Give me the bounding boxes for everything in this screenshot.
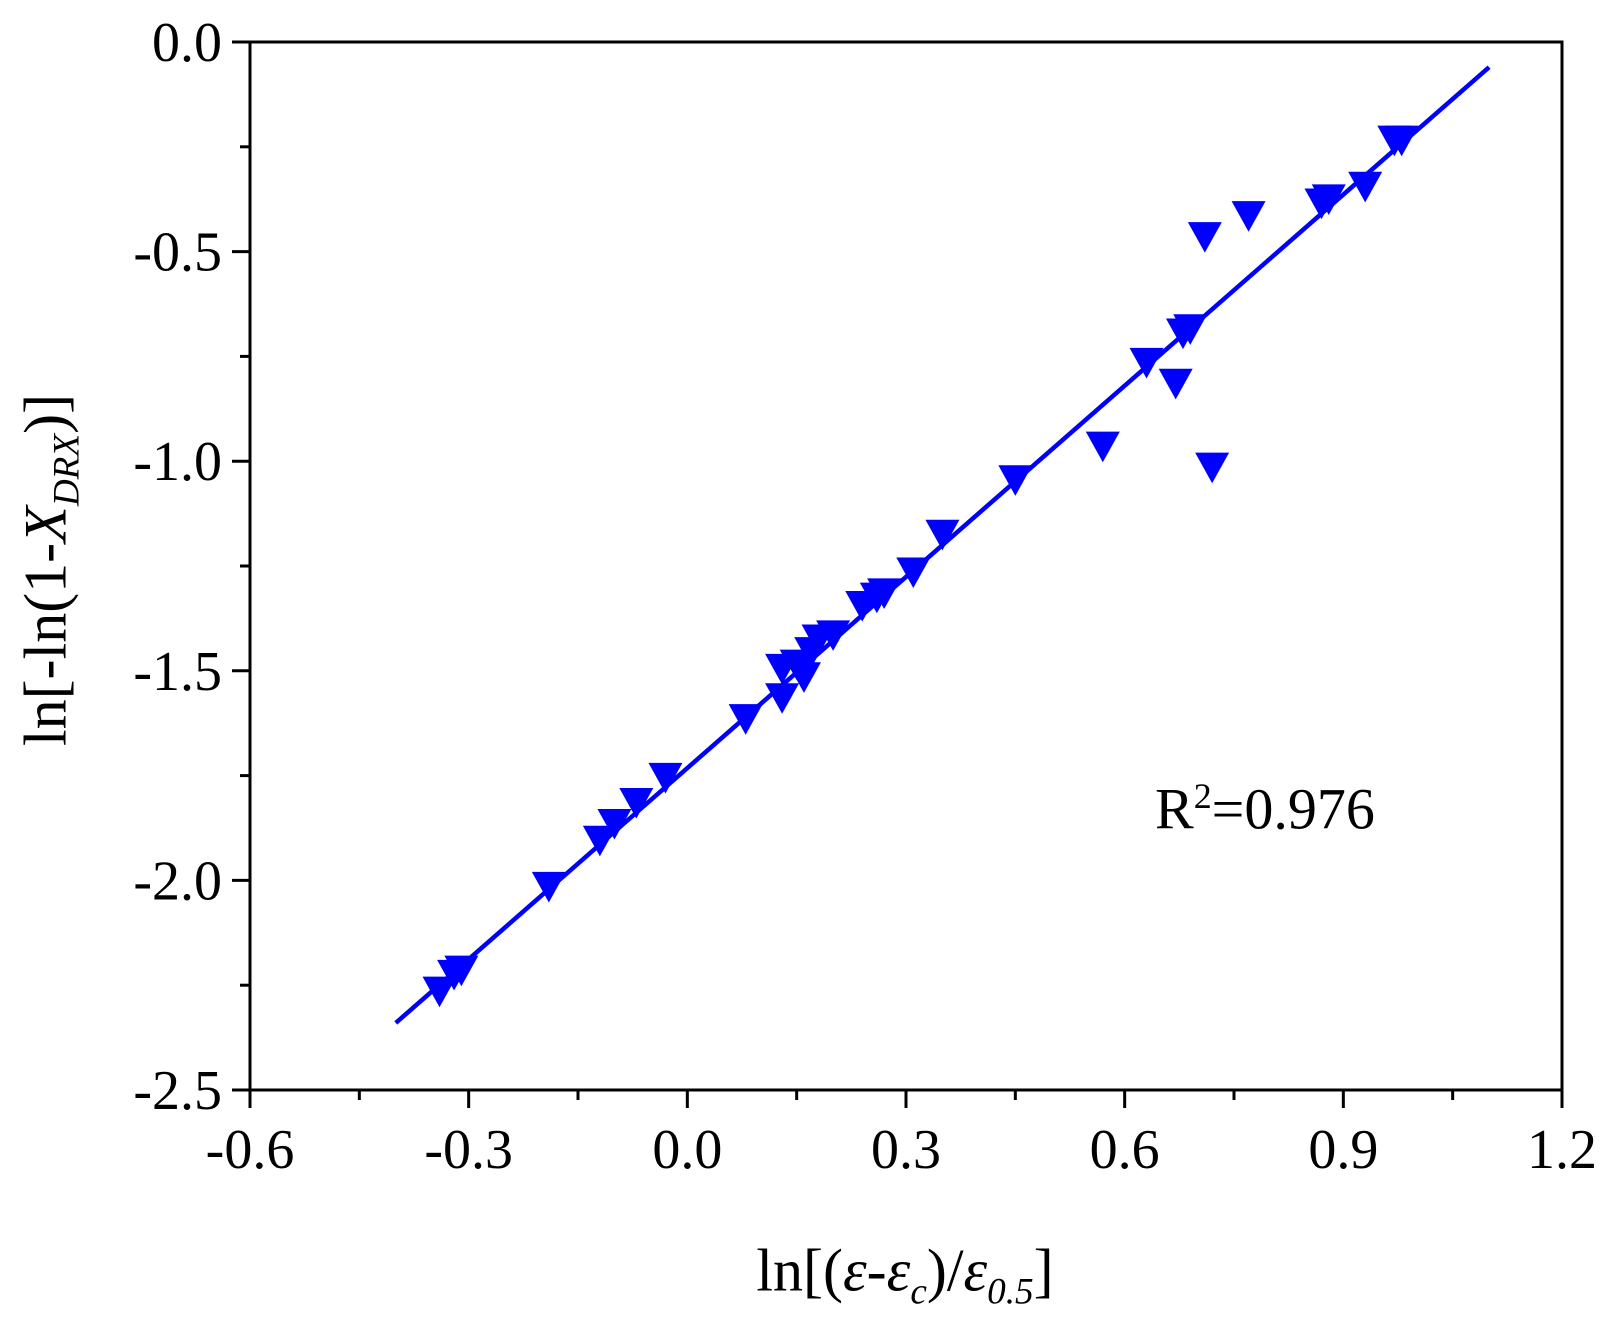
x-tick-label: 0.3 xyxy=(871,1119,941,1181)
data-point xyxy=(1158,368,1193,400)
y-axis-label: ln[-ln(1-XDRX)] xyxy=(12,393,88,747)
data-point xyxy=(1085,431,1120,463)
data-point xyxy=(925,519,960,551)
data-point xyxy=(1231,201,1266,232)
x-tick-label: 0.6 xyxy=(1090,1119,1160,1181)
data-point xyxy=(867,578,902,610)
y-tick-label: -1.0 xyxy=(133,431,222,493)
r-squared-annotation: R2=0.976 xyxy=(1155,776,1375,842)
data-point xyxy=(619,788,654,819)
data-point xyxy=(648,762,683,794)
x-axis-label: ln[(ε-εc)/ε0.5] xyxy=(756,1237,1054,1313)
data-point xyxy=(1384,125,1419,157)
data-point xyxy=(816,620,851,651)
x-tick-label: -0.6 xyxy=(206,1119,295,1181)
x-tick-label: 0.0 xyxy=(652,1119,722,1181)
x-tick-label: 0.9 xyxy=(1308,1119,1378,1181)
data-point xyxy=(786,662,821,693)
data-point xyxy=(597,808,632,840)
data-point xyxy=(444,955,479,987)
data-point xyxy=(896,557,931,589)
y-tick-label: 0.0 xyxy=(152,12,222,74)
y-tick-label: -2.5 xyxy=(133,1060,222,1122)
x-tick-label: 1.2 xyxy=(1527,1119,1597,1181)
data-point xyxy=(1348,171,1383,203)
axes-layer xyxy=(232,40,1564,1108)
data-point xyxy=(998,465,1033,496)
data-point xyxy=(1129,347,1164,379)
data-points-layer xyxy=(422,125,1419,1008)
data-point xyxy=(1311,184,1346,215)
data-point xyxy=(728,704,763,735)
data-point xyxy=(765,683,800,714)
y-tick-label: -2.0 xyxy=(133,850,222,912)
y-tick-label: -1.5 xyxy=(133,641,222,703)
data-point xyxy=(1195,452,1230,484)
data-point xyxy=(422,976,457,1008)
x-tick-label: -0.3 xyxy=(424,1119,513,1181)
data-point xyxy=(582,825,617,857)
y-tick-label: -0.5 xyxy=(133,222,222,284)
data-point xyxy=(531,871,566,903)
data-point xyxy=(1187,222,1222,253)
data-point xyxy=(1173,314,1208,345)
tick-labels-layer: -0.6 -0.3 0.0 0.3 0.6 0.9 1.2 0.0 -0.5 -1.0 -1.5 -2… xyxy=(133,12,1597,1181)
